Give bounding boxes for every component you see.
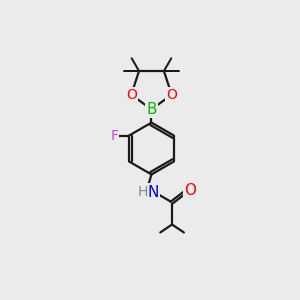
Text: O: O — [166, 88, 177, 102]
Text: N: N — [148, 184, 159, 200]
Text: H: H — [137, 185, 148, 199]
Text: F: F — [110, 129, 118, 142]
Text: B: B — [146, 102, 157, 117]
Text: O: O — [184, 182, 196, 197]
Text: O: O — [126, 88, 137, 102]
